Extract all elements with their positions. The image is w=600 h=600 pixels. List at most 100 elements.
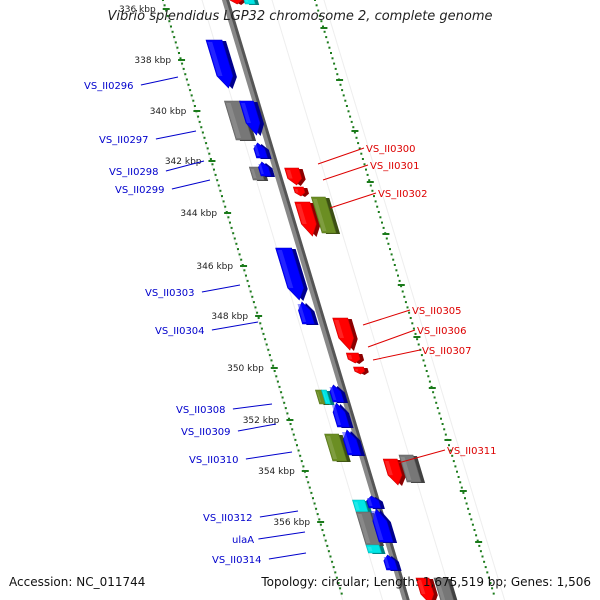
left-tick-dot	[252, 301, 255, 304]
left-tick-dot	[217, 184, 220, 187]
left-tick-dot	[294, 438, 297, 441]
right-tick-dot	[314, 0, 316, 1]
gene-vs-ii0314	[383, 554, 402, 571]
leader-line-right	[317, 147, 365, 165]
right-tick-dot	[465, 502, 468, 505]
gene-vs-ii0312-highlight	[354, 502, 360, 510]
left-tick-dot	[190, 94, 193, 97]
right-tick-dot	[398, 279, 401, 282]
right-tick-dot	[419, 348, 422, 351]
left-tick-dot	[316, 513, 319, 516]
gene-label-left: VS_II0299	[115, 185, 165, 196]
left-tick-dot	[189, 89, 192, 92]
right-tick-dot	[443, 428, 446, 431]
gene-vs-ii0296	[205, 39, 237, 89]
left-tick-dot	[246, 279, 249, 282]
left-tick-dot	[245, 274, 247, 277]
right-tick-dot	[414, 332, 417, 335]
left-tick-dot	[273, 370, 276, 372]
right-tick-dot	[404, 301, 407, 304]
left-tick-dot	[205, 142, 208, 145]
gene-vs-ii0308-highlight	[317, 392, 322, 402]
right-tick-dot	[422, 359, 425, 362]
gene-vs-ii0312b-highlight	[366, 498, 373, 506]
kbp-label: 350 kbp	[227, 364, 264, 374]
gene-label-right: VS_II0311	[447, 446, 497, 457]
map-title: Vibrio splendidus LGP32 chromosome 2, co…	[107, 9, 493, 24]
gene-label-left: VS_II0298	[109, 167, 159, 178]
right-tick-dot	[436, 407, 439, 410]
gene-bottom-gray	[433, 577, 458, 600]
gene-top-cyan	[243, 0, 260, 5]
leader-line-left	[268, 552, 307, 560]
right-tick-dot	[377, 211, 380, 213]
kbp-label: 352 kbp	[243, 416, 280, 426]
gene-label-left: VS_II0314	[212, 555, 262, 566]
left-tick-dot	[187, 83, 190, 86]
gene-vs-ii0310	[324, 433, 351, 462]
right-tick-dot	[427, 375, 430, 378]
right-tick-dot	[454, 465, 457, 468]
kbp-label: 354 kbp	[258, 467, 295, 477]
leader-line-right	[322, 164, 369, 181]
gene-label-right: VS_II0301	[370, 161, 420, 172]
gene-label-right: VS_II0302	[378, 189, 428, 200]
gene-vs-ii0306-highlight	[347, 355, 353, 360]
right-tick-dot	[357, 142, 360, 145]
right-tick-dot	[318, 14, 321, 17]
left-tick-dot	[173, 36, 176, 39]
kbp-label: 346 kbp	[196, 262, 233, 272]
left-tick-dot	[184, 73, 187, 76]
gene-vs-ii0310b	[342, 429, 365, 456]
right-tick-dot	[341, 89, 344, 92]
right-tick-dot	[368, 179, 371, 182]
left-tick-dot	[224, 205, 227, 208]
left-tick-dot	[323, 534, 326, 537]
gene-label-left: VS_II0308	[176, 405, 226, 416]
kbp-label: 344 kbp	[180, 209, 217, 219]
right-tick-dot	[444, 433, 447, 436]
left-tick-dot	[170, 25, 172, 28]
track-lanes	[161, 0, 506, 600]
gene-bottom-red-highlight	[417, 580, 426, 595]
gene-label-right: VS_II0307	[422, 346, 472, 357]
left-tick-dot	[182, 67, 185, 70]
gene-labels: VS_II0296 VS_II0297 VS_II0298 VS_II0299 VS_I…	[84, 81, 497, 566]
left-tick-dot	[281, 396, 284, 399]
left-tick-dot	[278, 385, 281, 388]
left-tick-dot	[198, 120, 201, 123]
left-tick-dot	[300, 460, 303, 463]
leader-line-right	[367, 329, 416, 348]
leader-line-left	[165, 160, 205, 172]
left-tick-dot	[335, 576, 338, 579]
left-tick-dot	[265, 343, 268, 346]
left-tick-dot	[166, 14, 169, 17]
right-tick-dot	[315, 4, 318, 7]
left-tick-dot	[310, 491, 313, 494]
gene-ulaa-cyan-highlight	[367, 547, 373, 551]
right-tick-dot	[449, 449, 452, 452]
gene-vs-ii0300	[284, 167, 306, 186]
right-tick-dot	[371, 189, 374, 192]
right-tick-dot	[475, 534, 478, 537]
gene-bottom-gray-highlight	[435, 580, 446, 600]
right-tick-dot	[323, 30, 326, 33]
left-tick-dot	[321, 529, 324, 531]
leader-line-left	[237, 423, 277, 432]
left-tick-dot	[284, 407, 287, 410]
right-tick-dot	[331, 57, 334, 60]
left-tick-dot	[299, 454, 302, 457]
right-tick-dot	[478, 544, 481, 547]
right-tick-dot	[417, 343, 420, 346]
right-tick-dot	[358, 147, 361, 150]
gene-label-left: VS_II0296	[84, 81, 134, 92]
left-tick-dot	[211, 163, 214, 166]
gene-ulaa-b-highlight	[370, 511, 384, 540]
right-tick-dot	[328, 46, 331, 49]
gene-vs-ii0303-highlight	[277, 250, 294, 288]
gene-vs-ii0314-highlight	[383, 557, 390, 568]
right-tick-dot	[483, 560, 486, 563]
right-tick-dot	[342, 94, 345, 97]
left-tick-dot	[197, 115, 200, 118]
